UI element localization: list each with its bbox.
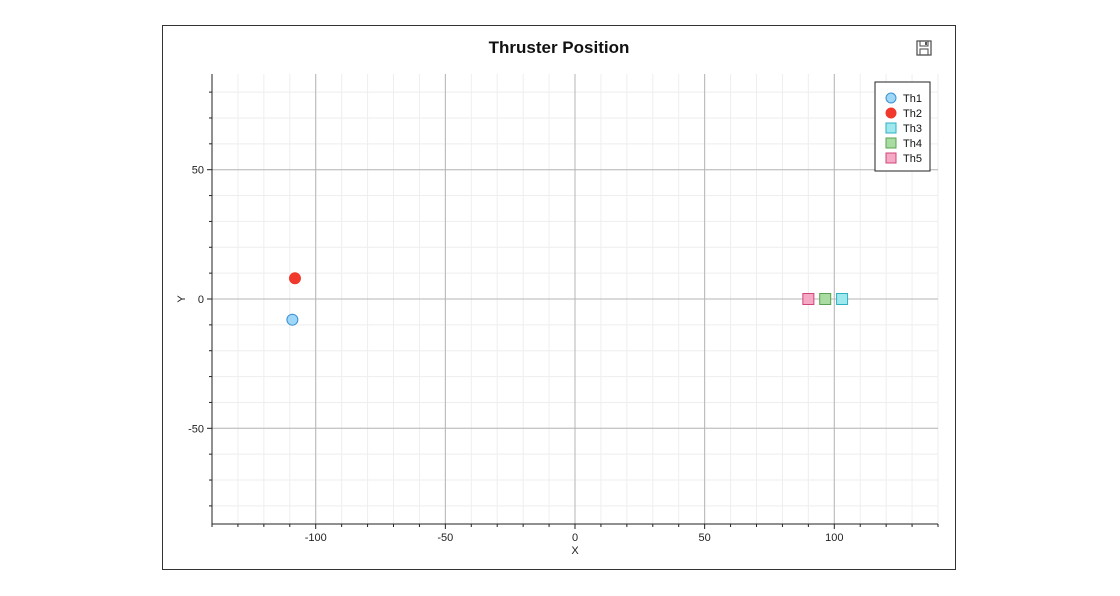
legend-marker-th4 — [885, 137, 897, 149]
y-axis-title: Y — [176, 295, 188, 303]
y-tick-label: 50 — [192, 165, 204, 177]
save-icon[interactable] — [915, 39, 933, 57]
legend-label-th3: Th3 — [903, 123, 922, 135]
data-point-th5 — [802, 293, 815, 305]
legend-marker-th1 — [885, 92, 897, 104]
legend-label-th1: Th1 — [903, 93, 922, 105]
chart-panel: Thruster Position -100 -50 0 50 100 50 0 -50 X Y T… — [162, 25, 956, 570]
data-point-th1 — [286, 313, 299, 326]
data-point-th2 — [288, 272, 301, 285]
x-tick-label: 50 — [699, 532, 711, 544]
x-tick-label: 100 — [825, 532, 843, 544]
data-point-th3 — [836, 293, 849, 305]
x-tick-label: 0 — [572, 532, 578, 544]
x-tick-label: -100 — [305, 532, 327, 544]
data-point-th4 — [819, 293, 832, 305]
x-axis-title: X — [571, 545, 579, 557]
legend-label-th5: Th5 — [903, 153, 922, 165]
legend-box — [874, 81, 931, 172]
legend-marker-th2 — [885, 107, 897, 119]
legend-label-th4: Th4 — [903, 138, 922, 150]
y-tick-label: -50 — [188, 423, 204, 435]
chart-title: Thruster Position — [488, 38, 630, 57]
x-tick-label: -50 — [437, 532, 453, 544]
plot-area: -100 -50 0 50 100 50 0 -50 X Y Th1 Th2 Th3 Th4 Th5 — [176, 74, 939, 557]
legend-label-th2: Th2 — [903, 108, 922, 120]
y-tick-label: 0 — [198, 294, 204, 306]
legend-marker-th3 — [885, 122, 897, 134]
legend-marker-th5 — [885, 152, 897, 164]
